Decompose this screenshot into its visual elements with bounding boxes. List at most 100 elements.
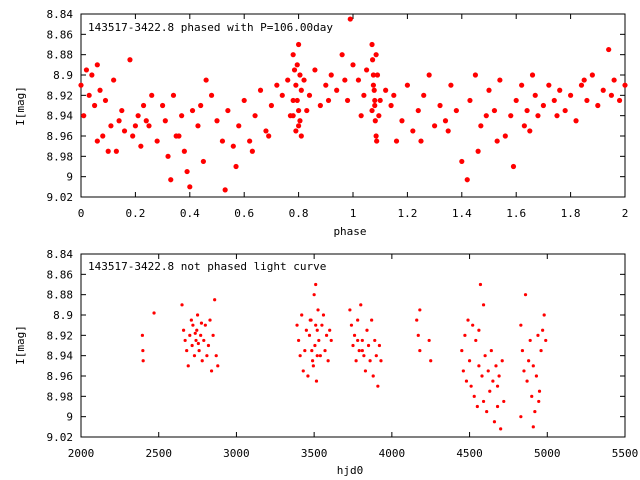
- data-point: [312, 293, 316, 297]
- data-point: [127, 57, 133, 63]
- data-point: [513, 97, 519, 104]
- unphased-plot-panel: 2000 2500 3000 3500 4000 4500 5000 5500 8.848.8…: [14, 248, 638, 477]
- data-point: [317, 102, 323, 109]
- data-point: [216, 364, 220, 368]
- data-point: [497, 374, 501, 378]
- data-point: [369, 41, 375, 48]
- data-point: [206, 343, 211, 348]
- data-point: [606, 46, 612, 53]
- data-point: [184, 168, 190, 175]
- data-point: [203, 77, 209, 83]
- x-axis-label: hjd0: [337, 464, 364, 477]
- data-point: [348, 308, 352, 312]
- data-point: [354, 359, 358, 363]
- data-point: [537, 389, 542, 393]
- data-point: [294, 62, 300, 68]
- data-point: [298, 87, 304, 93]
- data-point: [527, 128, 533, 134]
- data-point: [189, 318, 193, 322]
- data-point: [536, 333, 540, 337]
- data-point: [578, 82, 585, 88]
- data-point: [466, 318, 470, 322]
- data-point: [294, 97, 300, 104]
- data-point: [211, 333, 215, 337]
- data-point: [535, 113, 541, 119]
- x-tick-label: 4500: [456, 447, 483, 460]
- data-point: [297, 118, 303, 124]
- data-point: [529, 72, 536, 78]
- data-point: [491, 379, 495, 383]
- data-point: [533, 409, 537, 414]
- data-point: [427, 338, 431, 343]
- data-point: [525, 379, 529, 383]
- data-point: [187, 184, 193, 190]
- data-point: [368, 359, 372, 363]
- data-point: [347, 16, 353, 22]
- data-point: [195, 328, 199, 332]
- data-point: [480, 374, 484, 378]
- data-point: [527, 359, 531, 363]
- data-point: [296, 41, 302, 48]
- data-point: [459, 158, 465, 165]
- data-point: [551, 97, 557, 104]
- y-tick-label: 8.96: [47, 130, 74, 143]
- data-point: [350, 62, 356, 68]
- data-point: [247, 138, 253, 144]
- y-axis-label: I[mag]: [14, 86, 27, 126]
- data-point: [616, 97, 623, 104]
- data-point: [421, 92, 427, 98]
- data-point: [483, 113, 489, 119]
- data-point: [279, 92, 285, 98]
- data-point: [374, 72, 381, 78]
- data-point: [370, 72, 376, 78]
- data-point: [539, 348, 543, 353]
- data-point: [461, 369, 465, 373]
- data-point: [379, 359, 383, 363]
- y-tick-label: 9: [66, 171, 73, 184]
- data-point: [361, 92, 367, 98]
- data-point: [334, 87, 340, 93]
- data-point: [372, 97, 378, 104]
- data-point: [519, 82, 525, 88]
- x-tick-label: 1.8: [561, 207, 581, 220]
- data-point: [188, 333, 192, 337]
- data-point: [475, 404, 479, 409]
- data-point: [573, 118, 579, 124]
- data-point: [369, 107, 375, 114]
- data-point: [312, 67, 318, 73]
- data-point: [370, 318, 374, 322]
- data-point: [589, 72, 595, 78]
- y-tick-label: 8.84: [47, 248, 74, 261]
- data-point: [540, 102, 547, 109]
- data-point: [214, 118, 220, 124]
- data-point: [165, 153, 171, 159]
- x-tick-label: 0: [78, 207, 85, 220]
- y-axis-ticks: 8.84 8.86 8.88 8.9 8.92 8.94 8.96 8.98 9 9.02: [47, 8, 625, 204]
- data-point: [494, 364, 498, 368]
- data-point: [521, 123, 527, 129]
- data-point: [418, 138, 424, 144]
- data-point: [189, 107, 196, 114]
- data-point: [488, 389, 492, 393]
- data-point: [301, 369, 305, 373]
- y-tick-label: 9: [66, 411, 73, 424]
- data-point: [373, 338, 377, 343]
- data-point: [111, 77, 117, 83]
- data-point: [373, 52, 379, 58]
- data-point: [418, 348, 422, 353]
- data-point: [437, 102, 443, 109]
- x-tick-label: 3500: [301, 447, 328, 460]
- chart-title: 143517-3422.8 not phased light curve: [88, 260, 326, 273]
- x-tick-label: 0.2: [125, 207, 145, 220]
- data-point: [290, 97, 296, 104]
- data-point: [296, 107, 302, 114]
- data-point: [523, 293, 528, 297]
- data-point: [595, 102, 601, 109]
- data-point: [357, 348, 361, 353]
- data-point: [600, 87, 606, 93]
- data-point: [140, 333, 144, 337]
- data-point: [113, 148, 119, 154]
- data-point: [314, 379, 319, 383]
- x-tick-label: 0.6: [234, 207, 254, 220]
- data-point: [467, 97, 473, 104]
